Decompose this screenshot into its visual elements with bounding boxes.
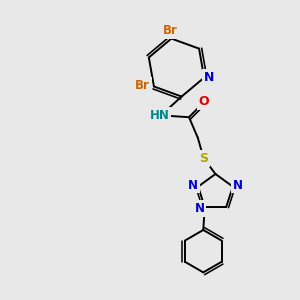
Text: N: N xyxy=(188,178,198,192)
Text: HN: HN xyxy=(150,109,169,122)
Text: O: O xyxy=(198,95,209,108)
Text: Br: Br xyxy=(135,79,150,92)
Text: N: N xyxy=(204,71,215,84)
Text: S: S xyxy=(199,152,208,165)
Text: N: N xyxy=(194,202,204,215)
Text: Br: Br xyxy=(163,24,177,37)
Text: N: N xyxy=(233,178,243,192)
